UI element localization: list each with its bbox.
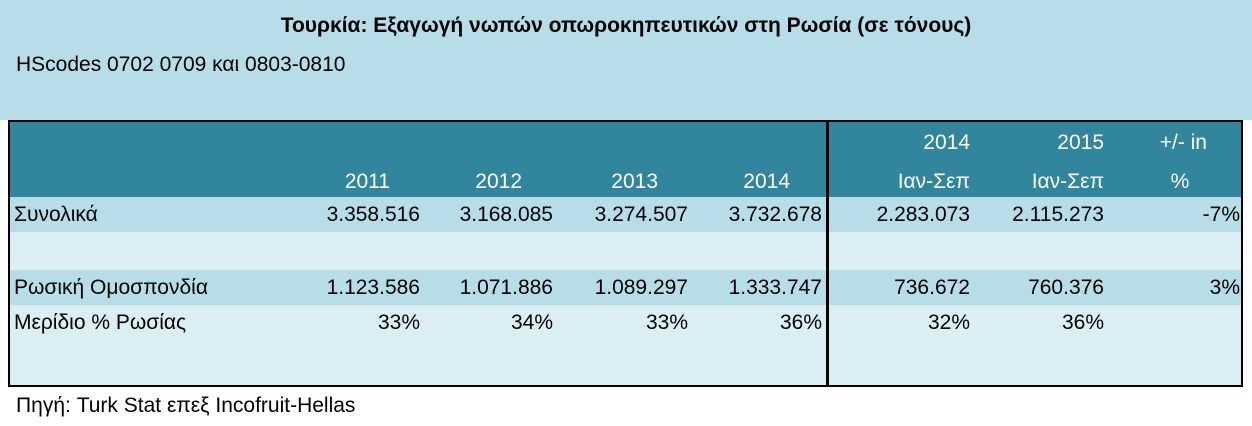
cell: 3.274.507 — [594, 203, 688, 226]
source: Πηγή: Turk Stat επεξ Incofruit-Hellas — [16, 394, 356, 417]
column-header: % — [1170, 170, 1190, 193]
header-row — [10, 122, 1241, 197]
cell: 36% — [779, 311, 822, 334]
column-header: 2012 — [475, 170, 522, 193]
column-header: 2014 — [923, 131, 970, 154]
cell: 33% — [377, 311, 420, 334]
header-band — [0, 0, 1252, 120]
title: Τουρκία: Εξαγωγή νωπών οπωροκηπευτικών σ… — [280, 14, 972, 37]
cell: 32% — [927, 311, 970, 334]
cell: 33% — [645, 311, 688, 334]
column-header: 2013 — [611, 170, 658, 193]
cell: -7% — [1202, 203, 1240, 226]
cell: 3.168.085 — [459, 203, 553, 226]
row-label: Ρωσική Ομοσπονδία — [14, 276, 208, 299]
row-label: Συνολικά — [14, 203, 98, 226]
row-bg — [10, 197, 1241, 232]
cell: 34% — [510, 311, 553, 334]
cell: 2.115.273 — [1012, 203, 1104, 226]
cell: 36% — [1061, 311, 1104, 334]
cell: 3% — [1209, 276, 1240, 299]
cell: 3.358.516 — [326, 203, 420, 226]
column-header: 2014 — [743, 170, 790, 193]
column-header: Ιαν-Σεπ — [897, 170, 970, 193]
cell: 760.376 — [1028, 276, 1104, 299]
row-label: Μερίδιο % Ρωσίας — [14, 311, 187, 334]
row-bg — [10, 270, 1241, 305]
divider — [826, 122, 829, 385]
column-header: 2011 — [344, 170, 390, 193]
cell: 1.123.586 — [326, 276, 420, 299]
cell: 1.089.297 — [594, 276, 688, 299]
cell: 2.283.073 — [876, 203, 970, 226]
column-header: Ιαν-Σεπ — [1031, 170, 1104, 193]
column-header: 2015 — [1057, 131, 1104, 154]
cell: 1.071.886 — [459, 276, 553, 299]
column-header: +/- in — [1159, 131, 1207, 154]
cell: 1.333.747 — [728, 276, 822, 299]
cell: 3.732.678 — [728, 203, 822, 226]
subtitle: HScodes 0702 0709 και 0803-0810 — [16, 53, 346, 76]
cell: 736.672 — [894, 276, 970, 299]
